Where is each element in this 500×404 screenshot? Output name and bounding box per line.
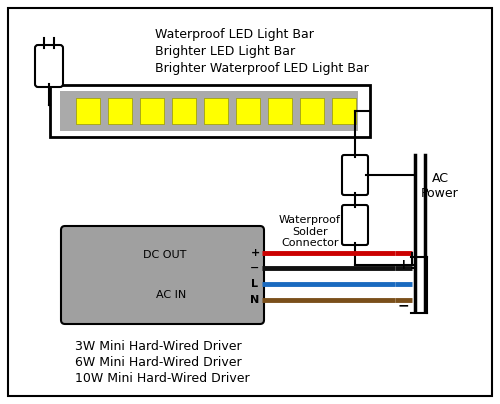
FancyBboxPatch shape [61,226,264,324]
Text: Brighter LED Light Bar: Brighter LED Light Bar [155,45,295,58]
Text: Waterproof
Solder
Connector: Waterproof Solder Connector [279,215,341,248]
Text: Brighter Waterproof LED Light Bar: Brighter Waterproof LED Light Bar [155,62,369,75]
Text: AC
Power: AC Power [421,172,459,200]
Text: +: + [250,248,260,257]
Bar [60,91,358,131]
FancyBboxPatch shape [35,45,63,87]
Text: DC OUT: DC OUT [142,250,186,260]
Bar [300,98,324,124]
Text: L: L [252,279,258,289]
Text: −: − [250,263,260,273]
Text: Waterproof LED Light Bar: Waterproof LED Light Bar [155,28,314,41]
Text: 3W Mini Hard-Wired Driver: 3W Mini Hard-Wired Driver [75,340,241,353]
Text: AC IN: AC IN [156,290,186,300]
Bar [172,98,196,124]
FancyBboxPatch shape [342,205,368,245]
Bar [332,98,356,124]
Bar [50,85,370,137]
Text: +: + [397,258,409,272]
Text: 6W Mini Hard-Wired Driver: 6W Mini Hard-Wired Driver [75,356,241,369]
Bar [268,98,292,124]
Text: N: N [250,295,260,305]
Bar [236,98,260,124]
Text: 10W Mini Hard-Wired Driver: 10W Mini Hard-Wired Driver [75,372,250,385]
Bar [140,98,164,124]
Bar [204,98,228,124]
Bar [76,98,100,124]
Bar [108,98,132,124]
FancyBboxPatch shape [342,155,368,195]
Text: −: − [397,298,409,312]
